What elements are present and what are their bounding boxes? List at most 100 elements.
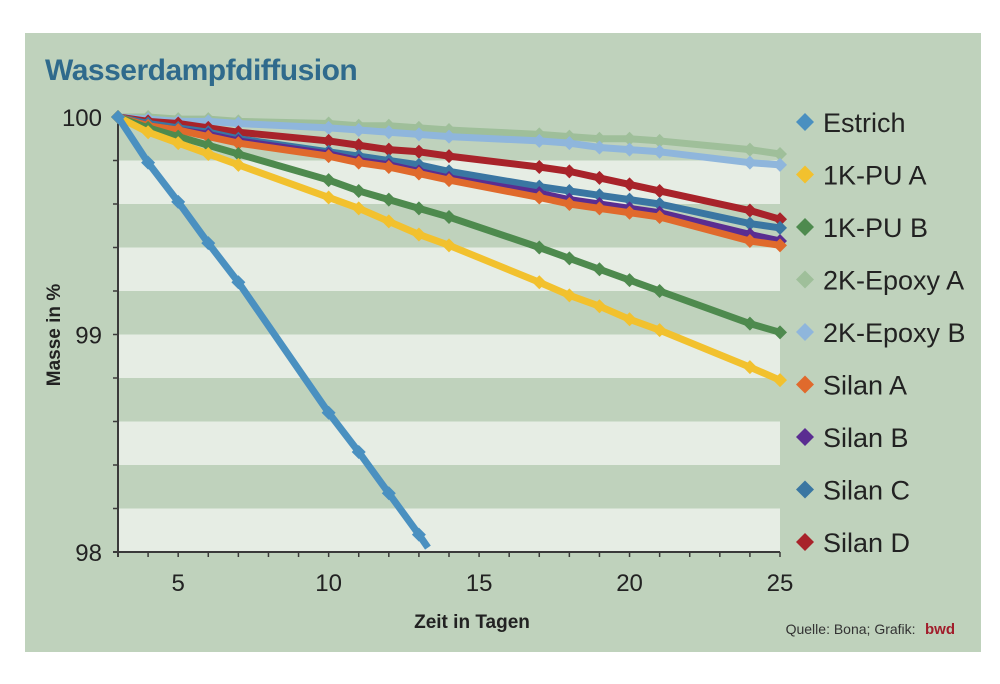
data-point — [381, 160, 396, 175]
x-tick-label: 20 — [616, 570, 643, 597]
legend-item: 2K-Epoxy A — [796, 266, 964, 296]
data-point — [652, 284, 667, 298]
chart-title: Wasserdampfdiffusion — [45, 54, 357, 87]
series-layer — [111, 110, 787, 550]
data-point — [742, 360, 757, 375]
data-point — [562, 197, 577, 211]
data-point — [381, 214, 396, 229]
data-point — [231, 275, 246, 290]
data-point — [351, 183, 366, 198]
chart-panel: 98 99 100 5 10 15 20 25 Wasserdampfdiffusion Ze… — [25, 33, 981, 652]
data-point — [201, 138, 216, 153]
grid-band — [118, 508, 780, 552]
legend-label: 2K-Epoxy A — [823, 266, 964, 296]
data-point — [442, 173, 456, 188]
series-1k-pu-a — [111, 110, 787, 388]
legend-marker-icon — [796, 375, 814, 394]
data-point — [532, 160, 547, 175]
data-point — [141, 155, 156, 170]
legend-label: Estrich — [823, 108, 906, 138]
data-point — [622, 131, 637, 146]
data-point — [532, 133, 547, 148]
data-point — [652, 183, 667, 198]
legend-marker-icon — [796, 428, 814, 446]
data-point — [381, 192, 396, 207]
data-point — [773, 212, 787, 227]
data-point — [321, 405, 336, 420]
legend-marker-icon — [796, 533, 814, 551]
data-point — [532, 275, 547, 290]
data-point — [442, 238, 456, 253]
legend-label: Silan C — [823, 476, 910, 506]
series-estrich — [111, 110, 431, 550]
grid-band — [118, 421, 780, 465]
data-point — [652, 133, 667, 148]
data-point — [742, 142, 757, 157]
data-point — [351, 138, 366, 153]
data-point — [411, 144, 426, 159]
plot-bands — [118, 117, 780, 552]
data-point — [562, 251, 577, 266]
legend-item: Silan C — [796, 476, 910, 506]
legend-marker-icon — [796, 113, 814, 131]
data-point — [562, 136, 577, 151]
data-point — [592, 188, 607, 203]
data-point — [742, 216, 757, 231]
data-point — [231, 146, 246, 161]
legend-label: Silan B — [823, 423, 909, 453]
grid-band — [118, 334, 780, 378]
legend-marker-icon — [796, 270, 814, 289]
data-point — [622, 312, 637, 327]
data-point — [442, 149, 456, 164]
data-point — [321, 133, 336, 148]
legend-item: 1K-PU B — [796, 213, 928, 243]
data-point — [442, 129, 456, 144]
data-point — [381, 142, 396, 157]
data-point — [411, 166, 426, 181]
legend: Estrich 1K-PU A 1K-PU B 2K-Epoxy A 2K-Epoxy … — [796, 108, 966, 558]
data-point — [652, 197, 667, 211]
data-point — [652, 144, 667, 159]
data-point — [442, 210, 456, 225]
y-tick-label: 98 — [75, 540, 102, 567]
data-point — [742, 316, 757, 331]
data-point — [773, 325, 787, 340]
data-point — [592, 131, 607, 146]
x-tick-label: 25 — [767, 570, 794, 597]
legend-label: 1K-PU B — [823, 213, 928, 243]
legend-item: Estrich — [796, 108, 906, 138]
data-point — [171, 136, 186, 151]
y-axis-label: Masse in % — [44, 284, 65, 387]
legend-item: 1K-PU A — [796, 161, 927, 191]
data-point — [201, 129, 216, 144]
data-point — [321, 149, 336, 164]
axes: 98 99 100 5 10 15 20 25 — [62, 105, 793, 597]
data-point — [171, 194, 186, 209]
data-point — [742, 203, 757, 218]
series-2k-epoxy-b — [111, 110, 787, 172]
data-point — [201, 236, 216, 251]
data-point — [411, 227, 426, 242]
chart-svg: 98 99 100 5 10 15 20 25 Wasserdampfdiffusion Ze… — [44, 54, 966, 638]
data-point — [773, 373, 787, 388]
legend-marker-icon — [796, 165, 814, 184]
data-point — [622, 205, 637, 220]
grid-band — [118, 465, 780, 509]
legend-label: Silan A — [823, 371, 907, 401]
series-line — [115, 115, 431, 550]
data-point — [231, 157, 246, 172]
data-point — [321, 120, 336, 135]
data-point — [592, 140, 607, 155]
y-tick-label: 100 — [62, 105, 102, 132]
legend-item: Silan D — [796, 528, 910, 558]
data-point — [622, 192, 637, 207]
data-point — [411, 527, 426, 542]
legend-item: 2K-Epoxy B — [796, 318, 966, 348]
data-point — [592, 201, 607, 216]
data-point — [231, 136, 246, 151]
legend-label: Silan D — [823, 528, 910, 558]
data-point — [592, 262, 607, 277]
data-point — [351, 155, 366, 170]
legend-marker-icon — [796, 323, 814, 341]
data-point — [321, 173, 336, 188]
